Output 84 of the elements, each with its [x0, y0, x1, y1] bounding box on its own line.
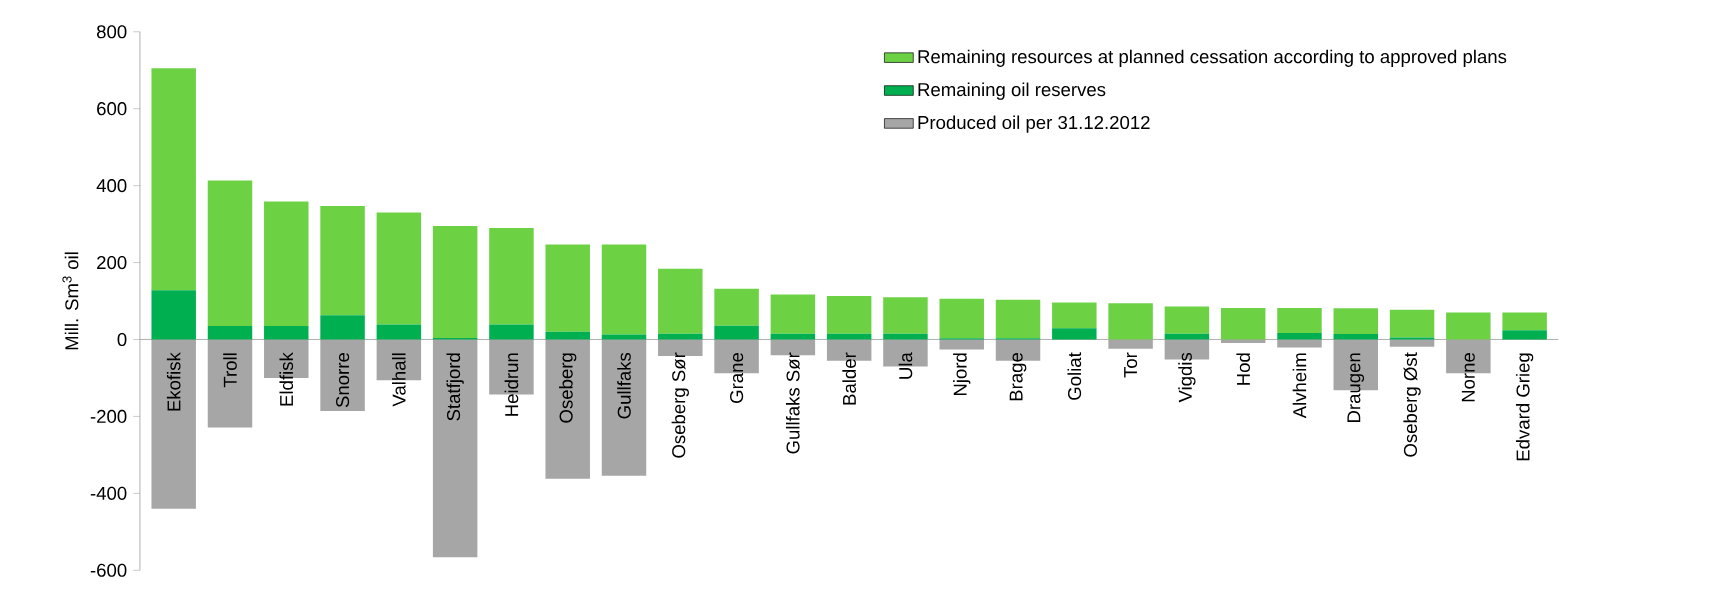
x-tick-label: Hod [1236, 353, 1251, 385]
x-tick-label: Oseberg Sør [671, 352, 689, 458]
bar [1052, 328, 1097, 340]
bar [1108, 303, 1153, 340]
x-tick-label: Draugen [1347, 353, 1365, 422]
bar [545, 339, 590, 479]
y-tick-label: 600 [97, 102, 127, 116]
x-tick-label: Gullfaks [617, 352, 631, 419]
bar [264, 201, 309, 326]
bar [1277, 339, 1322, 348]
x-tick-label: Troll [223, 353, 237, 388]
bar [320, 205, 365, 316]
x-tick-label: Oseberg Øst [1403, 352, 1421, 457]
y-tick-label: -200 [90, 409, 127, 423]
y-tick-label: -600 [90, 563, 127, 577]
bar [1220, 307, 1266, 340]
bar [770, 294, 816, 334]
bar [489, 227, 534, 325]
bar [1277, 307, 1322, 333]
x-tick-label: Statfjord [446, 353, 464, 421]
bar [658, 268, 703, 334]
bar [207, 180, 253, 326]
bar [1502, 330, 1547, 340]
y-tick-label: 400 [96, 178, 127, 193]
bar [1446, 312, 1491, 340]
x-tick-label: Valhall [392, 353, 406, 407]
x-tick-label: Tor [1124, 352, 1138, 378]
bar [1389, 309, 1435, 338]
bar [1164, 306, 1210, 334]
bar [151, 290, 196, 340]
x-tick-label: Edvard Grieg [1515, 353, 1534, 461]
y-tick-label: -400 [90, 486, 127, 500]
bar [151, 68, 196, 291]
bar [1389, 339, 1435, 347]
y-tick-label: 200 [97, 255, 127, 270]
x-tick-label: Eldfisk [279, 352, 294, 406]
legend-label: Remaining resources at planned cessation according to approved plans [918, 49, 1507, 67]
x-tick-label: Norne [1461, 352, 1475, 402]
bar [1277, 332, 1322, 340]
bar [601, 334, 647, 340]
bar [1108, 339, 1153, 349]
x-tick-label: Grane [730, 352, 744, 403]
bar [320, 315, 365, 340]
bar [826, 295, 872, 334]
bar [1502, 312, 1547, 331]
x-tick-label: Goliat [1067, 352, 1082, 400]
bar [207, 339, 253, 428]
bar [1052, 302, 1097, 329]
bar [151, 339, 196, 509]
x-tick-label: Brage [1009, 352, 1027, 401]
bar [1333, 308, 1379, 335]
bar [432, 339, 478, 558]
x-tick-label: Gullfaks Sør [785, 352, 800, 454]
bar [545, 331, 590, 340]
y-tick-label: 800 [96, 25, 127, 39]
x-tick-label: Balder [842, 352, 856, 405]
x-tick-label: Alvheim [1292, 353, 1307, 419]
bar [714, 288, 759, 326]
bar [320, 339, 365, 411]
y-axis-title: Mill. Sm$^{3}$ oil [62, 252, 79, 350]
x-tick-label: Njord [953, 353, 971, 396]
bar [714, 325, 759, 340]
bar [207, 325, 253, 340]
bar [489, 324, 534, 340]
x-tick-label: Ula [898, 352, 913, 379]
bar [376, 212, 422, 325]
x-tick-label: Heidrun [504, 353, 519, 416]
x-tick-label: Snorre [336, 352, 350, 408]
legend-label: Remaining oil reserves [918, 82, 1106, 100]
bar [264, 325, 309, 340]
y-tick-label: 0 [117, 332, 127, 346]
bar [939, 298, 984, 339]
legend-label: Produced oil per 31.12.2012 [918, 115, 1150, 133]
bar [376, 324, 422, 340]
x-tick-label: Vigdis [1178, 352, 1196, 403]
bar [601, 244, 647, 335]
x-tick-label: Oseberg [559, 353, 577, 423]
bar [1333, 334, 1379, 340]
bar [545, 244, 590, 332]
bar [432, 225, 478, 338]
bar [995, 299, 1041, 339]
x-tick-label: Ekofisk [166, 352, 181, 411]
bar [883, 297, 928, 334]
bar [601, 339, 647, 476]
